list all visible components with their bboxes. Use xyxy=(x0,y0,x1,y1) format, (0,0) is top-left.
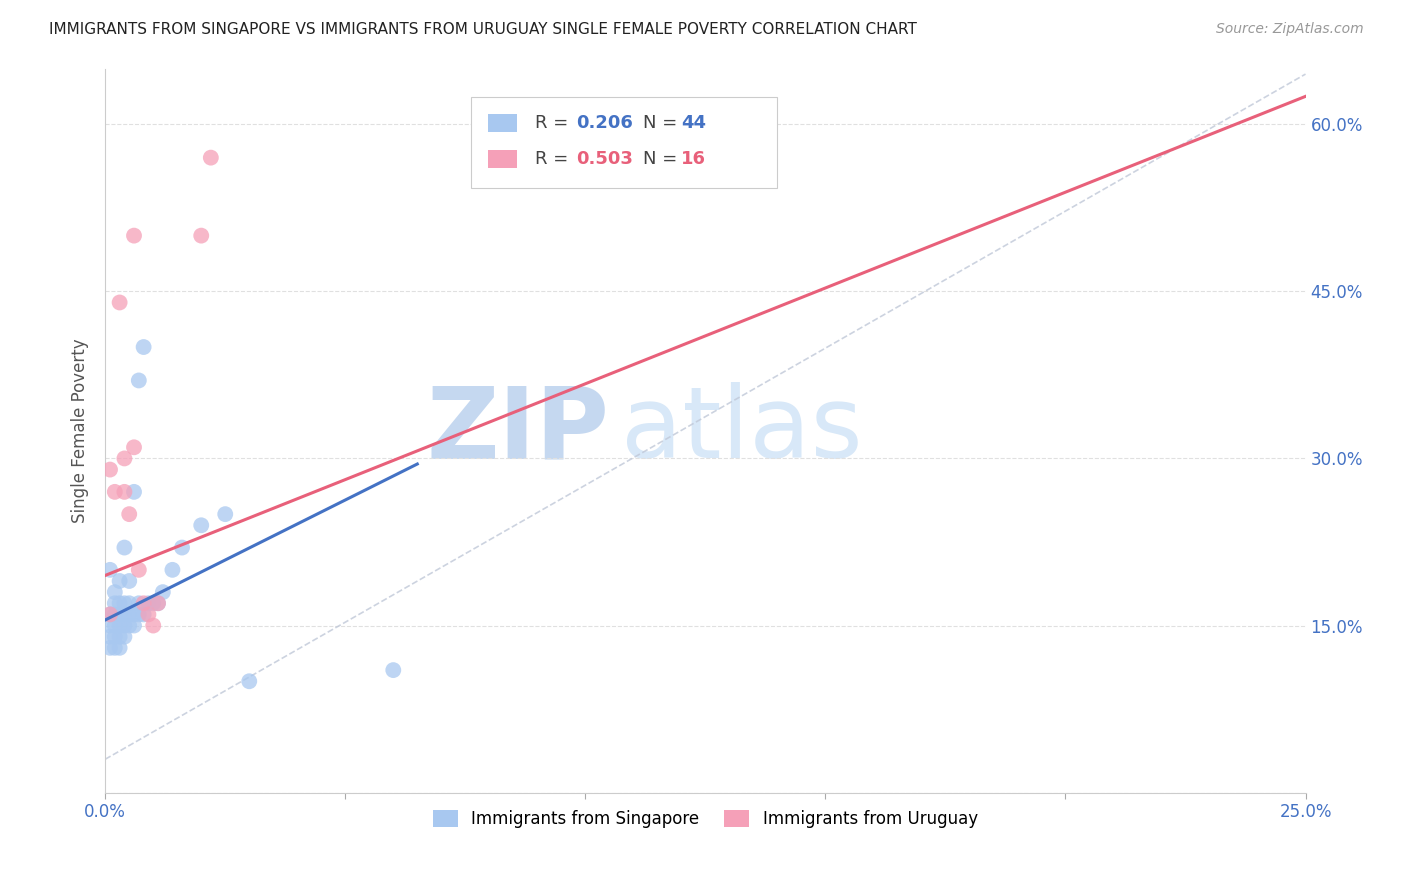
Point xyxy=(104,585,127,599)
Point xyxy=(118,607,141,622)
Text: 0.206: 0.206 xyxy=(575,114,633,132)
Point xyxy=(104,630,127,644)
FancyBboxPatch shape xyxy=(471,97,778,188)
Point xyxy=(152,585,174,599)
Text: N =: N = xyxy=(643,150,683,168)
Point xyxy=(200,151,222,165)
Point xyxy=(214,507,236,521)
Point xyxy=(98,630,121,644)
Point xyxy=(112,451,135,466)
Point xyxy=(98,607,121,622)
Point xyxy=(112,618,135,632)
Text: 16: 16 xyxy=(682,150,706,168)
Point xyxy=(104,596,127,610)
Point xyxy=(238,674,260,689)
Point xyxy=(118,618,141,632)
Legend: Immigrants from Singapore, Immigrants from Uruguay: Immigrants from Singapore, Immigrants fr… xyxy=(426,804,984,835)
Point xyxy=(112,630,135,644)
Point xyxy=(104,484,127,499)
Point xyxy=(112,541,135,555)
Point xyxy=(128,607,150,622)
Point xyxy=(146,596,169,610)
Point xyxy=(108,618,131,632)
Text: 44: 44 xyxy=(682,114,706,132)
Point xyxy=(108,607,131,622)
Point xyxy=(104,618,127,632)
FancyBboxPatch shape xyxy=(488,151,517,168)
Point xyxy=(108,295,131,310)
Point xyxy=(170,541,193,555)
Point xyxy=(108,596,131,610)
Point xyxy=(122,440,145,454)
Point xyxy=(98,640,121,655)
Point xyxy=(98,462,121,476)
Point xyxy=(128,596,150,610)
Text: atlas: atlas xyxy=(621,382,863,479)
FancyBboxPatch shape xyxy=(488,114,517,131)
Point xyxy=(118,574,141,588)
Point xyxy=(118,596,141,610)
Text: R =: R = xyxy=(534,114,574,132)
Point xyxy=(190,228,212,243)
Point xyxy=(132,596,155,610)
Point xyxy=(142,618,165,632)
Point xyxy=(122,607,145,622)
Point xyxy=(162,563,184,577)
Point xyxy=(190,518,212,533)
Point xyxy=(108,574,131,588)
Point xyxy=(98,607,121,622)
Point xyxy=(112,596,135,610)
Point xyxy=(132,340,155,354)
Point xyxy=(104,640,127,655)
Point xyxy=(122,228,145,243)
Point xyxy=(98,618,121,632)
Text: 0.503: 0.503 xyxy=(575,150,633,168)
Y-axis label: Single Female Poverty: Single Female Poverty xyxy=(72,338,89,523)
Text: N =: N = xyxy=(643,114,683,132)
Point xyxy=(138,607,160,622)
Point xyxy=(112,607,135,622)
Text: Source: ZipAtlas.com: Source: ZipAtlas.com xyxy=(1216,22,1364,37)
Point xyxy=(112,484,135,499)
Point xyxy=(104,607,127,622)
Point xyxy=(138,596,160,610)
Point xyxy=(108,630,131,644)
Point xyxy=(142,596,165,610)
Point xyxy=(98,563,121,577)
Point xyxy=(108,640,131,655)
Point xyxy=(146,596,169,610)
Point xyxy=(122,484,145,499)
Point xyxy=(128,374,150,388)
Text: IMMIGRANTS FROM SINGAPORE VS IMMIGRANTS FROM URUGUAY SINGLE FEMALE POVERTY CORRE: IMMIGRANTS FROM SINGAPORE VS IMMIGRANTS … xyxy=(49,22,917,37)
Point xyxy=(118,507,141,521)
Text: R =: R = xyxy=(534,150,574,168)
Point xyxy=(132,607,155,622)
Text: ZIP: ZIP xyxy=(426,382,609,479)
Point xyxy=(382,663,405,677)
Point xyxy=(128,563,150,577)
Point xyxy=(122,618,145,632)
